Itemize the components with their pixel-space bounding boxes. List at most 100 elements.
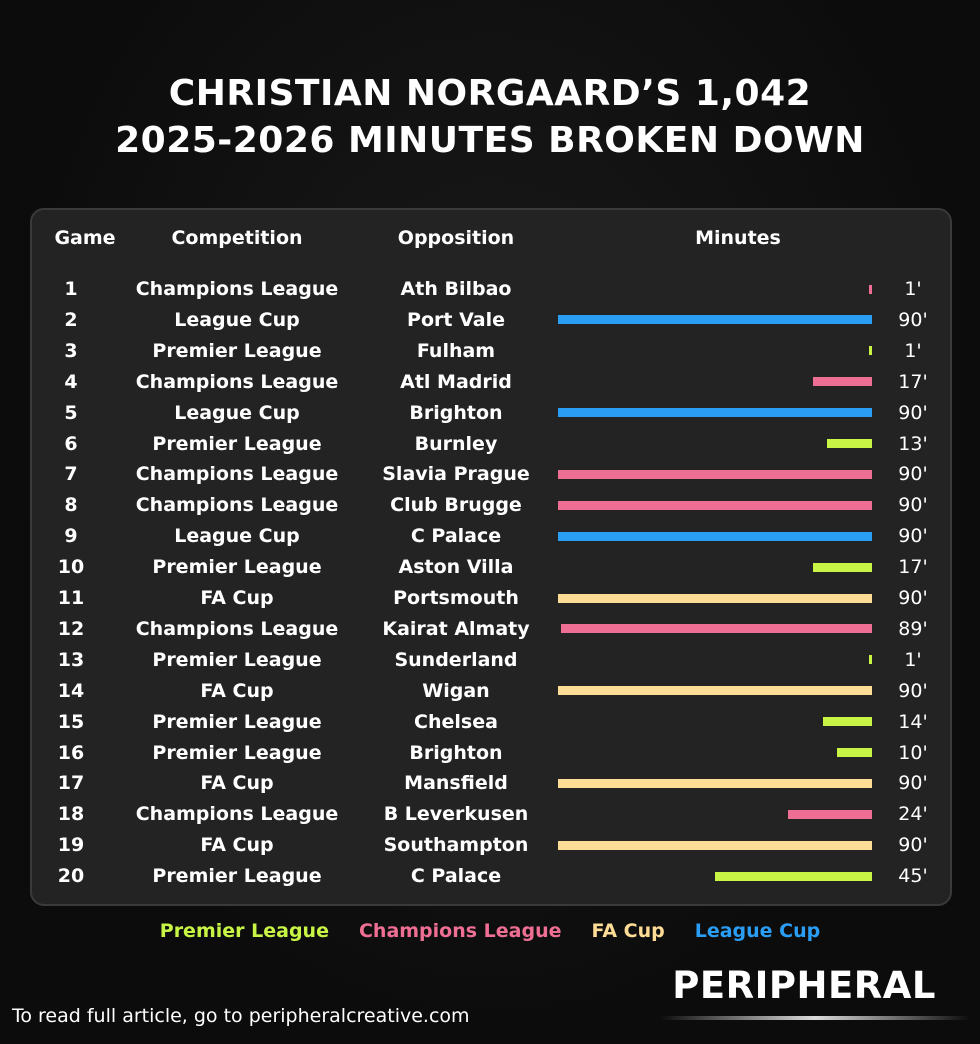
game-number: 11 — [57, 587, 85, 609]
opposition-cell: Portsmouth — [393, 587, 519, 609]
legend-entry: FA Cup — [591, 920, 665, 942]
minutes-label: 1' — [904, 648, 922, 671]
opposition-cell: Port Vale — [407, 308, 505, 331]
minutes-label: 90' — [898, 587, 928, 609]
opposition-cell: Brighton — [409, 401, 503, 424]
game-number: 16 — [57, 741, 85, 764]
minutes-label: 24' — [898, 803, 928, 826]
minutes-bar — [812, 562, 872, 572]
minutes-label: 17' — [898, 556, 928, 579]
competition-cell: Premier League — [152, 556, 322, 579]
game-number: 10 — [57, 556, 85, 579]
game-number: 18 — [57, 803, 85, 826]
competition-cell: Premier League — [152, 648, 322, 671]
opposition-cell: Kairat Almaty — [382, 617, 530, 640]
game-number: 6 — [64, 432, 78, 455]
opposition-cell: Ath Bilbao — [400, 278, 512, 300]
opposition-cell: Brighton — [409, 741, 503, 764]
opposition-cell: Slavia Prague — [382, 463, 530, 486]
minutes-bar — [558, 315, 872, 325]
competition-cell: Champions League — [135, 617, 339, 640]
minutes-label: 45' — [898, 865, 928, 888]
minutes-label: 1' — [904, 339, 922, 362]
minutes-label: 90' — [898, 463, 928, 486]
minutes-bar — [558, 778, 872, 788]
opposition-cell: Fulham — [416, 339, 496, 362]
competition-cell: Champions League — [135, 370, 339, 393]
minutes-bar — [558, 500, 872, 510]
minutes-bar — [837, 748, 872, 757]
header-opposition: Opposition — [397, 227, 515, 249]
minutes-label: 13' — [898, 432, 928, 455]
game-number: 20 — [57, 865, 85, 888]
competition-cell: FA Cup — [200, 772, 274, 795]
game-number: 5 — [64, 401, 78, 424]
game-number: 9 — [64, 525, 78, 548]
footer-text: To read full article, go to peripheralcr… — [12, 1005, 470, 1027]
game-number: 3 — [64, 339, 78, 362]
game-number: 12 — [57, 617, 85, 640]
opposition-cell: Atl Madrid — [400, 370, 512, 393]
game-number: 14 — [57, 679, 85, 702]
title-line-1: CHRISTIAN NORGAARD’S 1,042 — [168, 73, 812, 114]
brand-glow-line — [660, 1016, 970, 1020]
minutes-label: 90' — [898, 679, 928, 702]
legend-entry: Premier League — [159, 920, 329, 942]
chart-title: CHRISTIAN NORGAARD’S 1,042 2025-2026 MIN… — [0, 70, 980, 164]
minutes-bar — [558, 593, 872, 603]
competition-cell: League Cup — [174, 525, 300, 548]
minutes-label: 90' — [898, 494, 928, 517]
minutes-bar — [558, 531, 872, 541]
minutes-bar — [561, 624, 872, 634]
competition-cell: Premier League — [152, 865, 322, 888]
competition-cell: Premier League — [152, 710, 322, 733]
minutes-bar — [868, 346, 872, 356]
minutes-label: 17' — [898, 370, 928, 393]
header-minutes: Minutes — [695, 227, 781, 249]
opposition-cell: Mansfield — [404, 772, 508, 795]
opposition-cell: C Palace — [410, 865, 502, 888]
opposition-cell: Sunderland — [394, 648, 518, 671]
minutes-label: 10' — [898, 741, 928, 764]
minutes-bar — [812, 377, 872, 387]
competition-cell: Premier League — [152, 432, 322, 455]
opposition-cell: Chelsea — [414, 710, 498, 733]
game-number: 15 — [57, 710, 85, 733]
legend: Premier League Champions League FA Cup Leag… — [0, 919, 980, 943]
competition-cell: Champions League — [135, 278, 339, 300]
competition-cell: FA Cup — [200, 679, 274, 702]
header-game: Game — [54, 227, 116, 249]
game-number: 13 — [57, 648, 85, 671]
minutes-bar — [868, 655, 872, 665]
minutes-bar — [558, 469, 872, 479]
minutes-bar — [823, 717, 872, 727]
game-number: 19 — [57, 834, 85, 857]
opposition-cell: Aston Villa — [398, 556, 514, 579]
competition-cell: Champions League — [135, 463, 339, 486]
minutes-label: 14' — [898, 710, 928, 733]
competition-cell: FA Cup — [200, 834, 274, 857]
competition-cell: Premier League — [152, 339, 322, 362]
minutes-label: 90' — [898, 308, 928, 331]
minutes-bar — [558, 686, 872, 696]
game-number: 17 — [57, 772, 85, 795]
minutes-bar — [558, 408, 872, 418]
minutes-label: 90' — [898, 772, 928, 795]
competition-cell: Champions League — [135, 494, 339, 517]
competition-cell: League Cup — [174, 401, 300, 424]
game-number: 1 — [64, 278, 78, 300]
brand-logo: PERIPHERAL — [672, 964, 936, 1007]
minutes-bar — [788, 809, 872, 819]
opposition-cell: Wigan — [422, 679, 490, 702]
minutes-label: 90' — [898, 401, 928, 424]
competition-cell: Premier League — [152, 741, 322, 764]
game-number: 7 — [64, 463, 78, 486]
game-number: 2 — [64, 308, 78, 331]
minutes-bar — [715, 871, 872, 881]
legend-entry: Champions League — [358, 920, 562, 942]
header-competition: Competition — [171, 227, 303, 249]
minutes-bar — [558, 840, 872, 850]
opposition-cell: B Leverkusen — [383, 803, 529, 826]
minutes-bar — [868, 284, 872, 294]
game-number: 4 — [64, 370, 78, 393]
